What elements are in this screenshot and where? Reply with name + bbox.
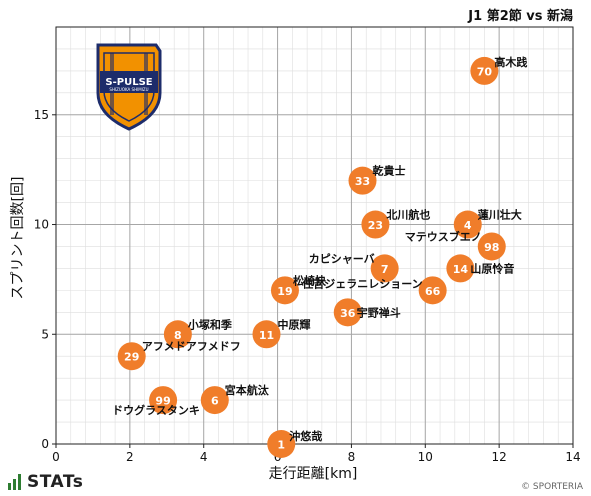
data-point: 36 宇野禅斗 [333, 298, 401, 327]
brand-name: STATs [27, 472, 84, 492]
point-name: 宇野禅斗 [357, 305, 401, 319]
plot-frame [55, 26, 574, 445]
data-point: 1 沖悠哉 [267, 429, 322, 458]
point-number: 23 [368, 219, 383, 232]
y-axis-label: スプリント回数[回] [10, 177, 26, 300]
point-number: 1 [277, 439, 285, 452]
x-tick-label: 4 [200, 450, 208, 464]
point-number: 14 [453, 263, 469, 276]
point-marker [149, 386, 178, 415]
point-number: 99 [155, 395, 170, 408]
y-tick-label: 0 [41, 437, 49, 451]
data-point: 8 小塚和季 [163, 317, 233, 349]
point-number: 6 [211, 395, 219, 408]
point-marker [117, 342, 146, 371]
point-name: 乾貴士 [373, 164, 406, 178]
point-name: マテウスブエノ [405, 229, 482, 243]
point-name: 沖悠哉 [289, 429, 322, 443]
point-name: 松崎快 [293, 273, 327, 287]
point-number: 19 [277, 285, 292, 298]
point-marker [252, 320, 281, 349]
point-name: アフメドアフメドフ [142, 340, 241, 353]
x-axis-label: 走行距離[km] [269, 465, 358, 482]
point-name: 中原輝 [277, 317, 310, 331]
point-marker [267, 430, 296, 458]
data-point: 4 蓮川壮大 [453, 208, 522, 239]
point-number: 70 [477, 65, 493, 78]
point-marker [200, 386, 229, 415]
point-name: 北川航也 [386, 208, 430, 222]
x-tick-label: 10 [418, 450, 433, 464]
point-name: ドウグラスタンキ [112, 403, 200, 417]
point-number: 7 [381, 263, 389, 276]
point-name: 宮本航汰 [225, 383, 270, 397]
point-number: 98 [484, 241, 499, 254]
point-marker [333, 298, 362, 327]
y-tick-label: 15 [34, 108, 49, 122]
data-point: 6 宮本航汰 [200, 383, 270, 415]
point-number: 29 [124, 351, 139, 364]
point-marker [453, 210, 482, 239]
point-number: 36 [340, 307, 356, 320]
y-tick-label: 5 [41, 327, 49, 341]
point-marker [418, 276, 447, 305]
logo-text-sub: SHIZUOKA SHIMIZU [109, 87, 148, 92]
point-marker [361, 210, 390, 239]
point-marker [163, 320, 192, 349]
point-marker [477, 232, 506, 261]
x-tick-label: 14 [565, 450, 580, 464]
data-point: 14 山原怜音 [446, 254, 514, 283]
point-number: 66 [425, 285, 441, 298]
x-tick-label: 8 [348, 450, 356, 464]
point-name: カピシャーバ [309, 252, 375, 265]
point-name: 高木践 [494, 55, 527, 69]
point-number: 4 [464, 219, 472, 232]
point-name: 住吉ジェラニレショーン [302, 276, 422, 290]
bars-icon [8, 474, 21, 490]
point-name: 小塚和季 [187, 317, 233, 331]
logo-text-main: S-PULSE [105, 77, 152, 88]
point-marker [270, 276, 299, 305]
match-title: J1 第2節 vs 新潟 [467, 8, 573, 24]
x-tick-label: 2 [126, 450, 134, 464]
point-marker [470, 56, 499, 85]
credit-text: © SPORTERIA [521, 482, 583, 492]
point-name: 山原怜音 [470, 261, 514, 275]
team-logo: S-PULSE SHIZUOKA SHIMIZU [96, 43, 162, 131]
point-number: 33 [355, 175, 370, 188]
point-number: 11 [259, 329, 274, 342]
x-tick-label: 0 [52, 450, 60, 464]
point-marker [370, 254, 399, 283]
point-number: 8 [174, 329, 182, 342]
brand-logo: STATs [8, 471, 83, 493]
point-marker [348, 166, 377, 195]
x-tick-label: 12 [492, 450, 507, 464]
data-point: 7 カピシャーバ [309, 252, 399, 283]
point-marker [446, 254, 475, 283]
point-name: 蓮川壮大 [478, 208, 522, 222]
y-tick-label: 10 [34, 218, 49, 232]
